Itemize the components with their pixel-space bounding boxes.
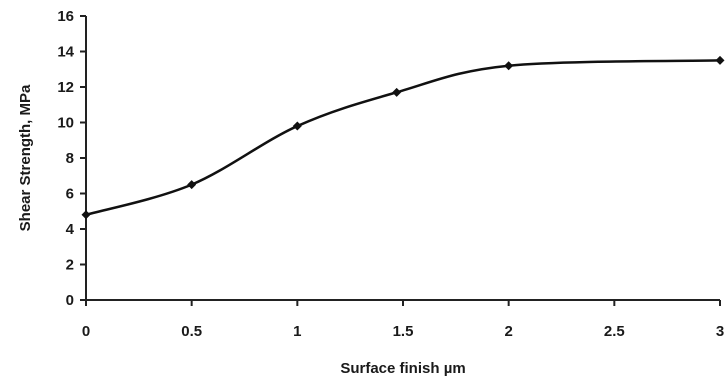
- y-axis-title: Shear Strength, MPa: [17, 84, 34, 231]
- y-tick-label: 16: [57, 8, 74, 25]
- x-tick-label: 2: [504, 323, 512, 340]
- y-tick-label: 14: [57, 44, 74, 61]
- x-tick-label: 1.5: [393, 323, 414, 340]
- data-point: [504, 61, 514, 71]
- series-line: [85, 59, 721, 217]
- x-tick-label: 2.5: [604, 323, 625, 340]
- data-point: [392, 87, 402, 97]
- x-ticks: 0 0.5 1 1.5 2 2.5 3: [82, 300, 724, 340]
- y-tick-label: 4: [66, 221, 75, 238]
- x-axis-title: Surface finish µm: [340, 360, 465, 377]
- y-tick-label: 10: [57, 115, 74, 132]
- data-point: [81, 210, 91, 220]
- x-tick-label: 0: [82, 323, 90, 340]
- data-point: [187, 180, 197, 190]
- y-tick-label: 0: [66, 292, 74, 309]
- y-tick-label: 2: [66, 257, 74, 274]
- x-tick-label: 0.5: [181, 323, 202, 340]
- plot-area: 0 2 4 6 8 10 12 14 16 0 0.5 1 1.5 2 2.5 3: [57, 8, 725, 340]
- data-point: [715, 55, 725, 65]
- x-tick-label: 1: [293, 323, 301, 340]
- y-tick-label: 8: [66, 150, 74, 167]
- data-markers: [81, 55, 725, 220]
- y-ticks: 0 2 4 6 8 10 12 14 16: [57, 8, 86, 309]
- x-tick-label: 3: [716, 323, 724, 340]
- y-tick-label: 12: [57, 79, 74, 96]
- y-tick-label: 6: [66, 186, 74, 203]
- data-point: [292, 121, 302, 131]
